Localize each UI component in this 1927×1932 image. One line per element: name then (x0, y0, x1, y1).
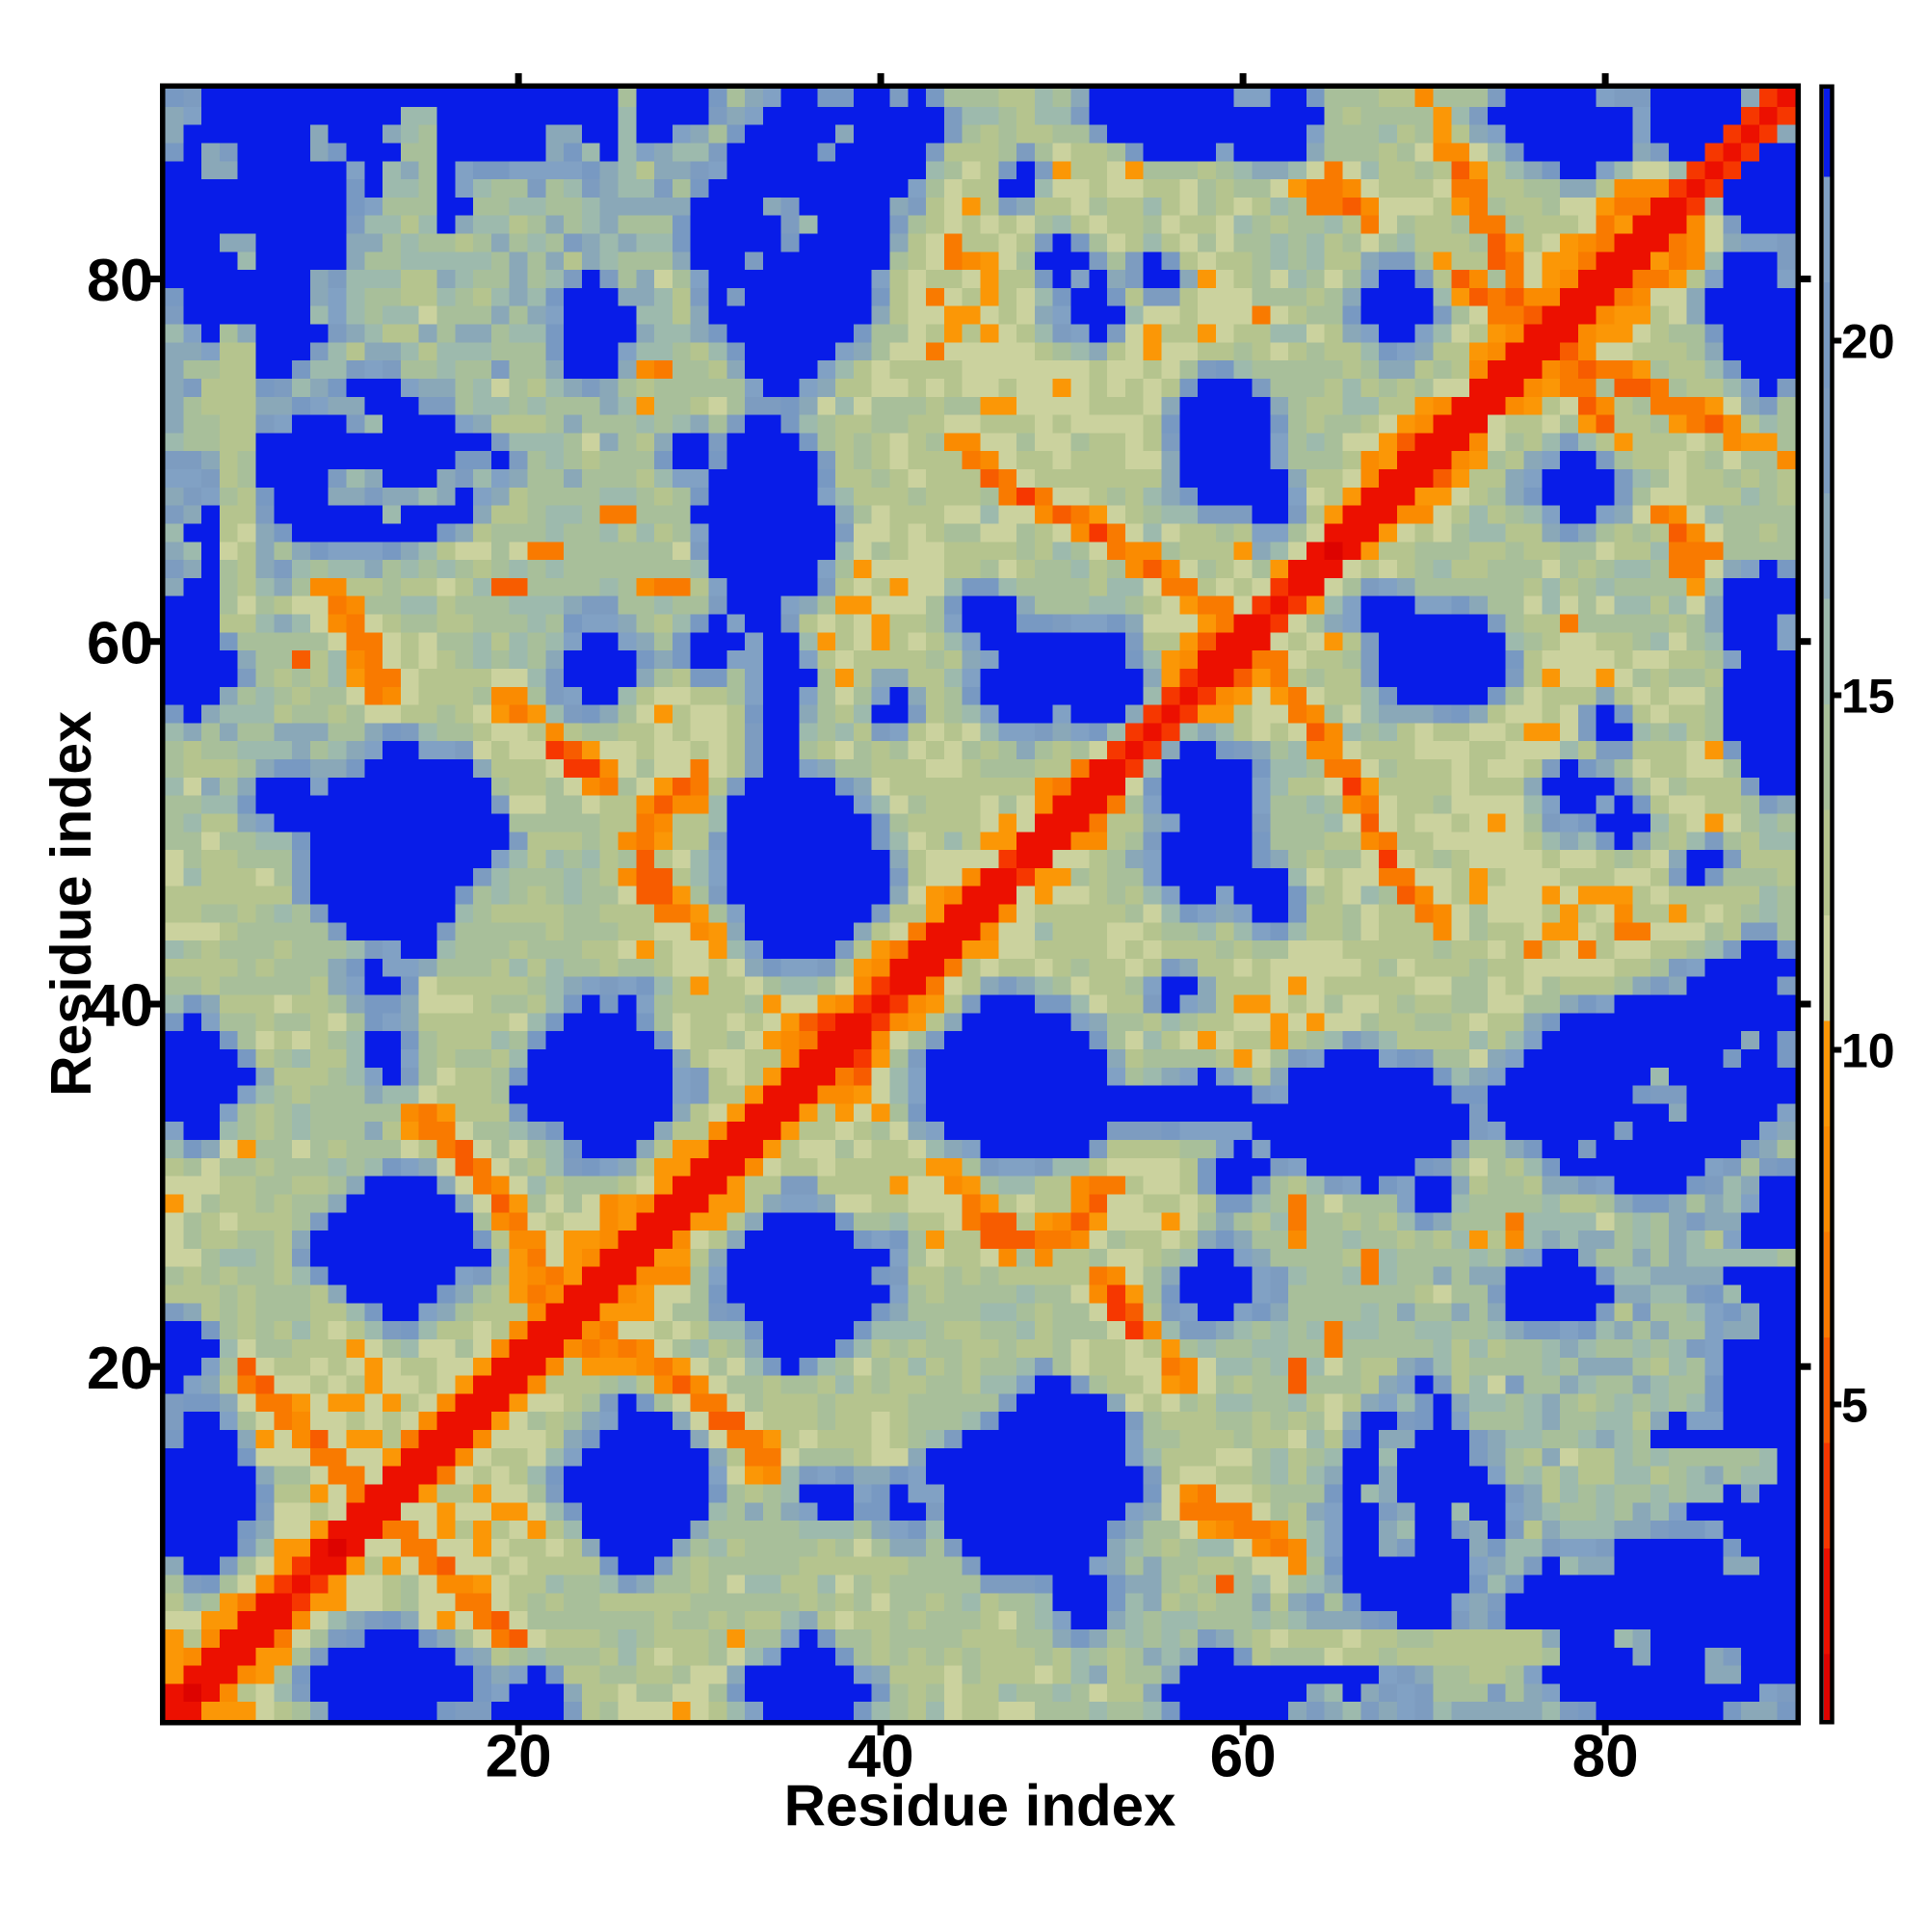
svg-text:20: 20 (1841, 315, 1895, 369)
svg-text:Residue index: Residue index (40, 711, 103, 1097)
svg-text:15: 15 (1841, 670, 1895, 724)
svg-text:20: 20 (87, 1336, 153, 1402)
svg-text:Residue index: Residue index (784, 1774, 1176, 1839)
svg-text:40: 40 (848, 1724, 914, 1790)
svg-text:10: 10 (1841, 1024, 1895, 1078)
svg-text:5: 5 (1841, 1379, 1868, 1433)
svg-text:60: 60 (1210, 1724, 1277, 1790)
svg-text:20: 20 (486, 1724, 552, 1790)
svg-text:80: 80 (87, 248, 153, 314)
svg-text:40: 40 (87, 973, 153, 1040)
svg-text:60: 60 (87, 610, 153, 676)
svg-text:80: 80 (1572, 1724, 1639, 1790)
